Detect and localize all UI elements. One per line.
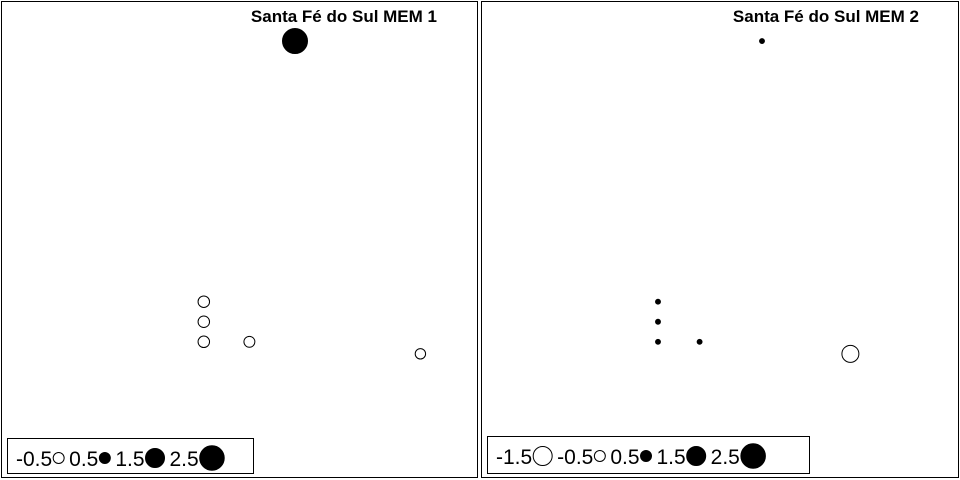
legend-swatch: [532, 446, 553, 466]
panel-frame-mem2: [481, 1, 959, 478]
legend-swatch: [145, 448, 166, 468]
bubble-point: [841, 344, 860, 363]
bubble-point: [696, 338, 703, 345]
bubble-point: [655, 318, 661, 325]
legend-label: 0.5: [69, 448, 98, 471]
legend-swatch: [686, 446, 707, 466]
bubble-point: [197, 295, 211, 308]
bubble-point: [197, 335, 211, 349]
legend-label: 2.5: [711, 446, 740, 469]
bubble-point: [655, 298, 661, 305]
legend-label: 1.5: [115, 448, 144, 471]
bubble-point: [655, 338, 661, 345]
panel-mem2: Santa Fé do Sul MEM 2 -1.5 -0.5 0.5 1.5 2.5: [481, 1, 959, 478]
legend-items-mem1: -0.5 0.5 1.5 2.5: [16, 445, 225, 471]
panel-title-mem2: Santa Fé do Sul MEM 2: [733, 7, 919, 26]
bubble-point: [414, 348, 427, 360]
legend-items-mem2: -1.5 -0.5 0.5 1.5 2.5: [496, 443, 766, 469]
panel-title-mem1: Santa Fé do Sul MEM 1: [251, 7, 437, 26]
legend-swatch: [52, 452, 65, 464]
panel-frame-mem1: [1, 1, 478, 478]
legend-label: 0.5: [610, 446, 639, 469]
panel-mem1: Santa Fé do Sul MEM 1 -0.5 0.5 1.5 2.5: [1, 1, 478, 478]
legend-mem2: -1.5 -0.5 0.5 1.5 2.5: [487, 436, 810, 474]
bubble-point: [197, 315, 211, 328]
points-mem1: [197, 28, 427, 360]
points-mem2: [655, 38, 860, 363]
legend-label: 1.5: [656, 446, 685, 469]
legend-label: -1.5: [496, 446, 532, 469]
bubble-point: [759, 38, 765, 45]
legend-label: 2.5: [170, 448, 199, 471]
legend-swatch: [640, 450, 652, 462]
legend-label: -0.5: [16, 448, 52, 471]
legend-label: -0.5: [557, 446, 593, 469]
legend-swatch: [740, 443, 766, 469]
legend-swatch: [199, 445, 225, 471]
legend-swatch: [98, 452, 111, 464]
bubble-point: [282, 28, 308, 55]
legend-swatch: [593, 450, 606, 462]
bubble-point: [243, 335, 256, 348]
legend-mem1: -0.5 0.5 1.5 2.5: [7, 438, 254, 474]
